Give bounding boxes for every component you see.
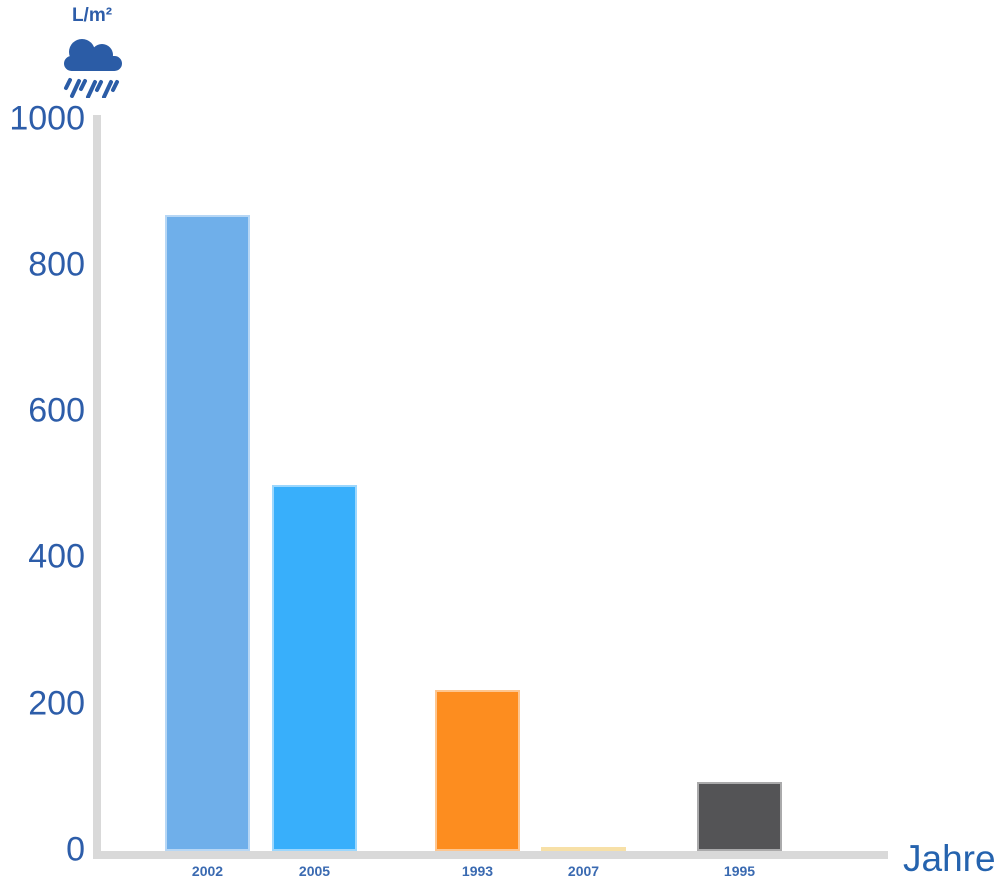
bar-2007 — [541, 847, 626, 851]
y-axis-line — [93, 115, 101, 859]
y-tick-400: 400 — [28, 538, 85, 577]
y-tick-800: 800 — [28, 245, 85, 284]
rain-cloud-icon — [64, 39, 122, 98]
bar-2002 — [165, 214, 250, 851]
x-axis-title: Jahre — [903, 838, 996, 879]
x-axis-line — [93, 851, 888, 859]
bar-2005 — [272, 485, 357, 851]
bar-1993 — [435, 690, 520, 851]
bar-1995 — [697, 781, 782, 851]
y-tick-600: 600 — [28, 391, 85, 430]
x-tick-1993: 1993 — [461, 863, 494, 879]
x-tick-2002: 2002 — [191, 863, 224, 879]
y-tick-0: 0 — [66, 830, 85, 869]
y-tick-200: 200 — [28, 684, 85, 723]
y-axis-unit-label: L/m² — [71, 5, 113, 26]
x-tick-2007: 2007 — [567, 863, 600, 879]
x-tick-2005: 2005 — [298, 863, 331, 879]
y-tick-1000: 1000 — [9, 99, 85, 138]
x-tick-1995: 1995 — [723, 863, 756, 879]
